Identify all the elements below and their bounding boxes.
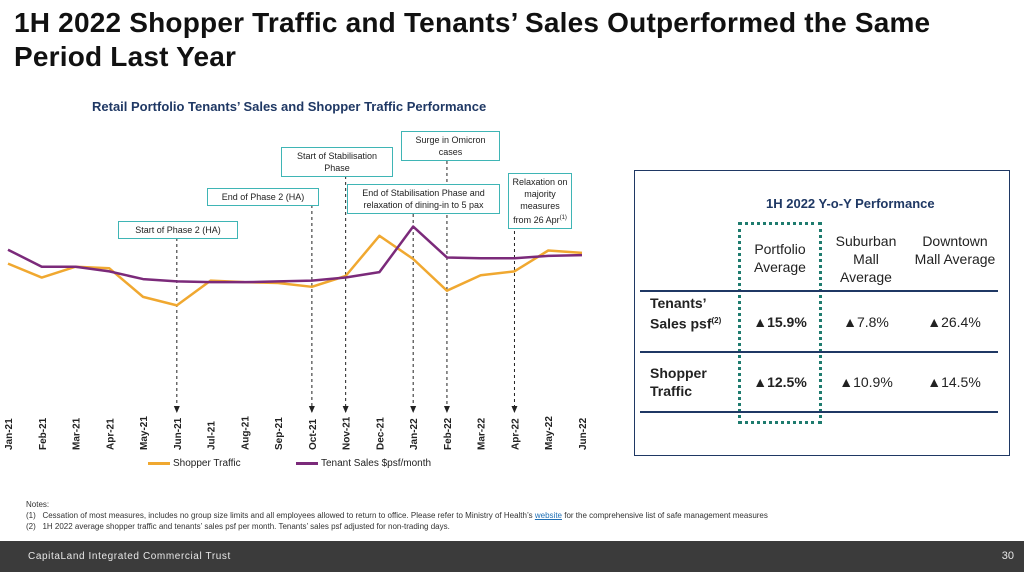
annotation-stabilisation-start: Start of Stabilisation Phase: [281, 147, 393, 177]
legend-swatch: [148, 462, 170, 465]
cell-traffic-suburban: ▲10.9%: [839, 374, 893, 390]
chart-title: Retail Portfolio Tenants’ Sales and Shop…: [92, 99, 487, 114]
annotation-arrowhead: [308, 406, 315, 413]
x-tick-label: Jun-22: [578, 417, 589, 450]
footnotes: Notes: (1) Cessation of most measures, i…: [26, 499, 768, 532]
portfolio-highlight-box: [738, 222, 822, 424]
annotation-arrowhead: [173, 406, 180, 413]
x-tick-label: Jan-22: [409, 418, 420, 450]
x-tick-label: Feb-21: [38, 417, 49, 450]
x-tick-label: Nov-21: [342, 416, 353, 450]
col-header-downtown: Downtown Mall Average: [914, 233, 996, 267]
annotation-omicron-surge: Surge in Omicron cases: [401, 131, 500, 161]
company-name: CapitaLand Integrated Commercial Trust: [28, 551, 231, 562]
legend-label: Shopper Traffic: [173, 458, 241, 469]
notes-heading: Notes:: [26, 500, 50, 509]
footer-bar: CapitaLand Integrated Commercial Trust 3…: [0, 541, 1024, 572]
series-line-shopper-traffic: [7, 234, 583, 307]
x-tick-label: Apr-22: [510, 418, 521, 450]
cell-sales-suburban: ▲7.8%: [843, 314, 889, 330]
x-tick-label: Dec-21: [375, 417, 386, 450]
note-2: (2) 1H 2022 average shopper traffic and …: [26, 522, 450, 531]
line-chart: Jan-21 Feb-21 Mar-21 Apr-21 May-21 Jun-21 Jul-…: [4, 161, 589, 450]
x-tick-label: Jul-21: [207, 421, 218, 450]
row-header-shopper-traffic: Shopper Traffic: [650, 365, 707, 399]
yoy-performance-panel: [634, 170, 1010, 456]
x-tick-label: Mar-22: [477, 417, 488, 450]
legend-tenant-sales: Tenant Sales $psf/month: [296, 458, 431, 469]
x-tick-label: Sep-21: [274, 417, 285, 450]
page-title: 1H 2022 Shopper Traffic and Tenants’ Sal…: [14, 7, 931, 72]
x-tick-label: Feb-22: [443, 417, 454, 450]
x-tick-label: Oct-21: [308, 418, 319, 450]
cell-traffic-downtown: ▲14.5%: [927, 374, 981, 390]
col-header-suburban: Suburban Mall Average: [835, 233, 897, 285]
table-bottom-divider: [640, 411, 998, 413]
x-tick-label: Jun-21: [173, 417, 184, 450]
x-tick-label: Jan-21: [4, 418, 15, 450]
cell-traffic-portfolio: ▲12.5%: [753, 374, 807, 390]
legend-swatch: [296, 462, 318, 465]
x-tick-label: Mar-21: [72, 417, 83, 450]
note-1: (1) Cessation of most measures, includes…: [26, 511, 768, 520]
annotation-phase2-start: Start of Phase 2 (HA): [118, 221, 238, 239]
annotation-arrowhead: [443, 406, 450, 413]
annotation-arrowhead: [511, 406, 518, 413]
annotation-arrowhead: [410, 406, 417, 413]
legend-shopper-traffic: Shopper Traffic: [148, 458, 241, 469]
annotation-arrowhead: [342, 406, 349, 413]
page-number: 30: [1001, 550, 1014, 562]
cell-sales-downtown: ▲26.4%: [927, 314, 981, 330]
x-tick-label: Aug-21: [240, 416, 251, 450]
moh-website-link[interactable]: website: [534, 511, 562, 520]
x-tick-label: Apr-21: [105, 418, 116, 450]
legend-label: Tenant Sales $psf/month: [321, 458, 432, 469]
table-header-divider: [640, 290, 998, 292]
annotation-phase2-end: End of Phase 2 (HA): [207, 188, 319, 206]
col-header-portfolio: Portfolio Average: [754, 241, 806, 275]
x-tick-label: May-21: [139, 416, 150, 450]
cell-sales-portfolio: ▲15.9%: [753, 314, 807, 330]
annotation-relaxation: Relaxation on majority measures from 26 …: [508, 173, 572, 229]
series-line-tenant-sales: [7, 225, 583, 284]
x-tick-label: May-22: [544, 416, 555, 450]
row-header-tenants-sales: Tenants’ Sales psf(2): [650, 295, 722, 332]
panel-title: 1H 2022 Y-o-Y Performance: [766, 196, 935, 211]
annotation-stabilisation-end: End of Stabilisation Phase and relaxatio…: [347, 184, 500, 214]
table-row-divider: [640, 351, 998, 353]
